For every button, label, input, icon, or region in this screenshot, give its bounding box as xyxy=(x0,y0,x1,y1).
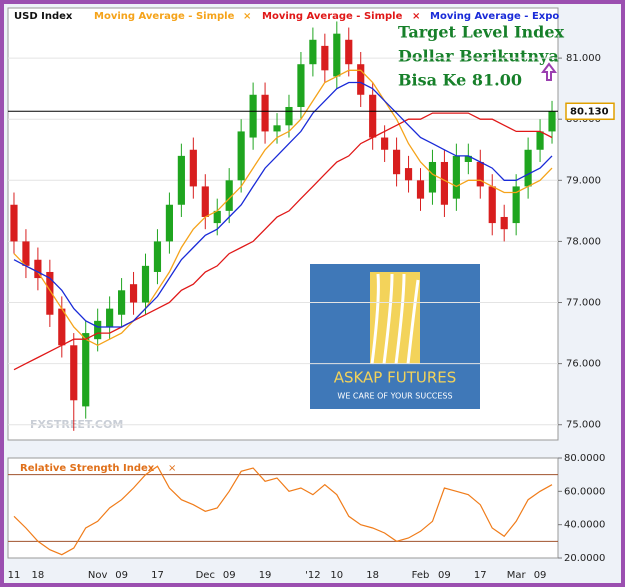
candle-body xyxy=(189,149,197,187)
logo: ASKAP FUTURES WE CARE OF YOUR SUCCESS xyxy=(310,264,480,409)
x-tick-label: 11 xyxy=(8,570,21,581)
x-tick-label: 09 xyxy=(438,570,451,581)
candle-body xyxy=(153,241,162,272)
annotation: Target Level Index Dollar Berikutnya Bis… xyxy=(398,23,565,90)
x-tick-label: 09 xyxy=(534,570,547,581)
candle-body xyxy=(369,94,377,138)
candle-body xyxy=(440,161,448,205)
logo-stripes xyxy=(370,273,420,365)
candle-body xyxy=(333,33,341,77)
x-tick-label: 17 xyxy=(474,570,487,581)
ma-line xyxy=(13,81,553,328)
up-arrow xyxy=(541,62,557,81)
candle-body xyxy=(428,161,437,193)
y-tick-label: 81.000 xyxy=(566,53,601,64)
x-tick-label: 09 xyxy=(115,570,128,581)
candle-body xyxy=(297,64,305,107)
candle-body xyxy=(82,333,90,407)
x-tick-label: 18 xyxy=(32,570,45,581)
last-price-label: 80.130 xyxy=(570,106,609,117)
candle-body xyxy=(141,265,150,303)
y-tick-label: 78.000 xyxy=(566,236,601,247)
x-tick-label: Nov xyxy=(88,570,108,581)
candle-body xyxy=(201,186,209,217)
rsi-title: Relative Strength Index xyxy=(20,463,155,474)
y-tick-label: 75.000 xyxy=(566,420,601,431)
candle-body xyxy=(22,241,30,266)
ma-line xyxy=(13,69,553,347)
x-tick-label: 10 xyxy=(330,570,343,581)
candle-body xyxy=(177,155,185,205)
y-tick-label: 80.0000 xyxy=(564,453,605,464)
candle-body xyxy=(524,149,532,187)
legend-entry: Moving Average - Simple xyxy=(94,11,235,22)
x-tick-label: Dec xyxy=(196,570,215,581)
legend: Moving Average - Simple × Moving Average… xyxy=(94,11,559,22)
rsi-line xyxy=(13,465,553,556)
x-tick-label: 19 xyxy=(259,570,272,581)
candle-body xyxy=(309,39,317,65)
ma-line xyxy=(13,112,553,371)
legend-entry: Moving Average - Simple xyxy=(262,11,403,22)
y-tick-label: 60.0000 xyxy=(564,486,605,497)
candle-body xyxy=(10,204,18,242)
legend-entry: Moving Average - Expo xyxy=(430,11,559,22)
candle-body xyxy=(548,111,556,132)
annotation-line: Target Level Index xyxy=(398,23,565,42)
last-price-box xyxy=(565,102,615,121)
y-tick-label: 20.0000 xyxy=(564,553,605,564)
y-tick-label: 77.000 xyxy=(566,298,601,309)
candle-body xyxy=(46,271,54,315)
candle-body xyxy=(70,345,78,401)
x-tick-label: Mar xyxy=(507,570,527,581)
y-tick-label: 79.000 xyxy=(566,175,601,186)
candle-body xyxy=(452,155,460,199)
close-icon[interactable]: × xyxy=(243,11,251,22)
candle-body xyxy=(58,308,66,346)
candle-body xyxy=(476,161,484,187)
candle-body xyxy=(536,131,544,150)
candle-body xyxy=(261,94,269,132)
logo-tagline: WE CARE OF YOUR SUCCESS xyxy=(337,392,452,401)
x-tick-label: Feb xyxy=(412,570,430,581)
candle-body xyxy=(500,216,508,230)
y-tick-label: 76.000 xyxy=(566,359,601,370)
x-tick-label: 09 xyxy=(223,570,236,581)
candle-body xyxy=(464,155,472,162)
x-tick-label: '12 xyxy=(305,570,320,581)
candle-body xyxy=(393,149,401,175)
candle-body xyxy=(321,45,329,71)
annotation-line: Bisa Ke 81.00 xyxy=(398,71,522,90)
candle-body xyxy=(381,137,389,150)
candle-body xyxy=(129,284,138,303)
annotation-line: Dollar Berikutnya xyxy=(398,47,559,66)
candle-body xyxy=(106,308,114,327)
candle-body xyxy=(273,125,281,132)
y-tick-label: 40.0000 xyxy=(564,520,605,531)
x-tick-label: 17 xyxy=(151,570,164,581)
candle-body xyxy=(225,180,233,211)
candle-body xyxy=(94,320,102,340)
candle-body xyxy=(345,39,353,65)
chart-title: USD Index xyxy=(14,11,73,22)
candle-body xyxy=(357,64,365,95)
x-tick-label: 18 xyxy=(366,570,379,581)
candle-body xyxy=(165,204,173,242)
candle-body xyxy=(488,186,496,224)
candle-body xyxy=(404,168,413,181)
close-icon[interactable]: × xyxy=(168,463,176,474)
candle-body xyxy=(118,290,126,315)
close-icon[interactable]: × xyxy=(412,11,420,22)
candle-body xyxy=(34,259,42,279)
candle-body xyxy=(285,106,293,126)
candle-body xyxy=(213,210,221,224)
candle-body xyxy=(512,186,520,224)
logo-title: ASKAP FUTURES xyxy=(334,369,457,387)
candle-body xyxy=(416,180,425,199)
candle-body xyxy=(237,131,245,181)
candle-body xyxy=(249,94,257,138)
